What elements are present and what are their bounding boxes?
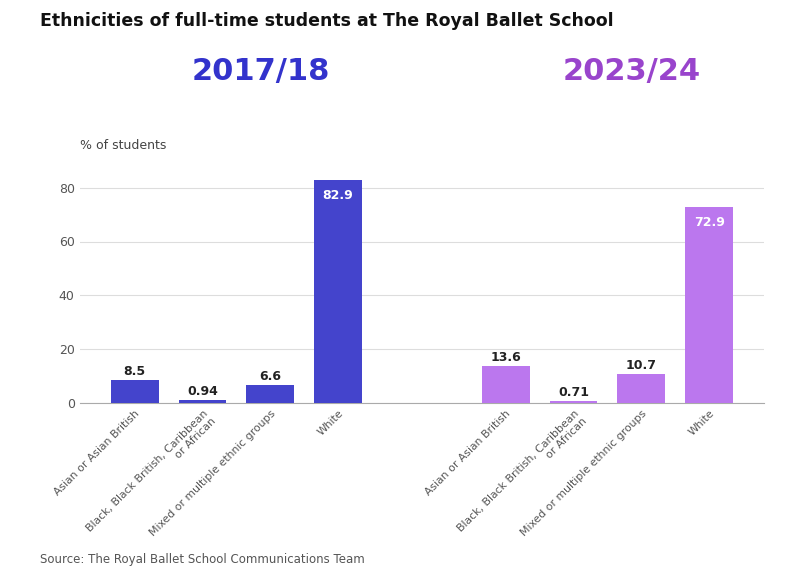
Bar	[549, 401, 598, 402]
Text: 13.6: 13.6	[490, 351, 521, 365]
Text: 8.5: 8.5	[123, 365, 146, 378]
Bar	[482, 366, 529, 402]
Text: 2023/24: 2023/24	[562, 58, 700, 86]
Bar	[314, 180, 362, 402]
Text: 10.7: 10.7	[626, 359, 657, 372]
Bar	[111, 380, 158, 402]
Text: 72.9: 72.9	[693, 216, 724, 229]
Text: Source: The Royal Ballet School Communications Team: Source: The Royal Ballet School Communic…	[40, 553, 365, 566]
Bar	[178, 400, 226, 402]
Text: 6.6: 6.6	[259, 370, 281, 383]
Text: 82.9: 82.9	[322, 189, 353, 202]
Text: Ethnicities of full-time students at The Royal Ballet School: Ethnicities of full-time students at The…	[40, 12, 614, 29]
Text: % of students: % of students	[80, 139, 166, 152]
Bar	[618, 374, 665, 402]
Bar	[685, 207, 733, 402]
Text: 0.71: 0.71	[558, 386, 589, 399]
Text: 0.94: 0.94	[187, 385, 218, 398]
Text: 2017/18: 2017/18	[191, 58, 330, 86]
Bar	[246, 385, 295, 402]
